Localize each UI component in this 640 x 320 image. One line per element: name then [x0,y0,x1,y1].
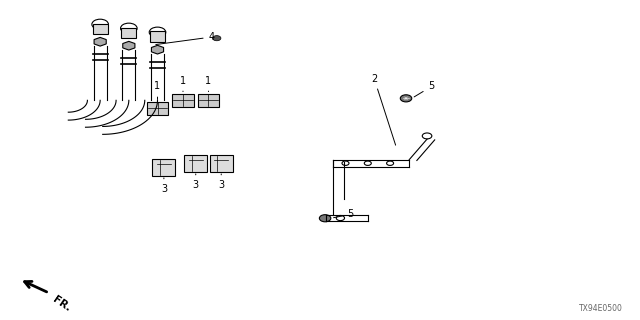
Text: 4: 4 [156,32,215,44]
Circle shape [400,95,412,102]
Text: 5: 5 [333,209,354,219]
FancyBboxPatch shape [184,155,207,172]
Text: 1: 1 [180,76,186,92]
FancyBboxPatch shape [150,31,165,42]
Text: 3: 3 [161,178,167,194]
FancyBboxPatch shape [198,93,220,107]
Text: FR.: FR. [51,294,73,313]
FancyBboxPatch shape [147,101,168,115]
FancyBboxPatch shape [121,28,136,38]
Text: 5: 5 [414,82,435,97]
FancyBboxPatch shape [93,24,108,34]
Text: 3: 3 [218,174,224,190]
Text: 3: 3 [193,174,199,190]
Text: TX94E0500: TX94E0500 [579,304,623,313]
Polygon shape [94,37,106,46]
FancyBboxPatch shape [210,155,233,172]
Text: 2: 2 [371,74,396,145]
Circle shape [319,215,331,222]
Polygon shape [152,45,164,54]
Polygon shape [123,41,135,50]
FancyBboxPatch shape [152,159,175,176]
Text: 1: 1 [205,76,212,92]
Circle shape [212,36,221,41]
FancyBboxPatch shape [172,93,194,107]
Text: 1: 1 [154,82,161,100]
